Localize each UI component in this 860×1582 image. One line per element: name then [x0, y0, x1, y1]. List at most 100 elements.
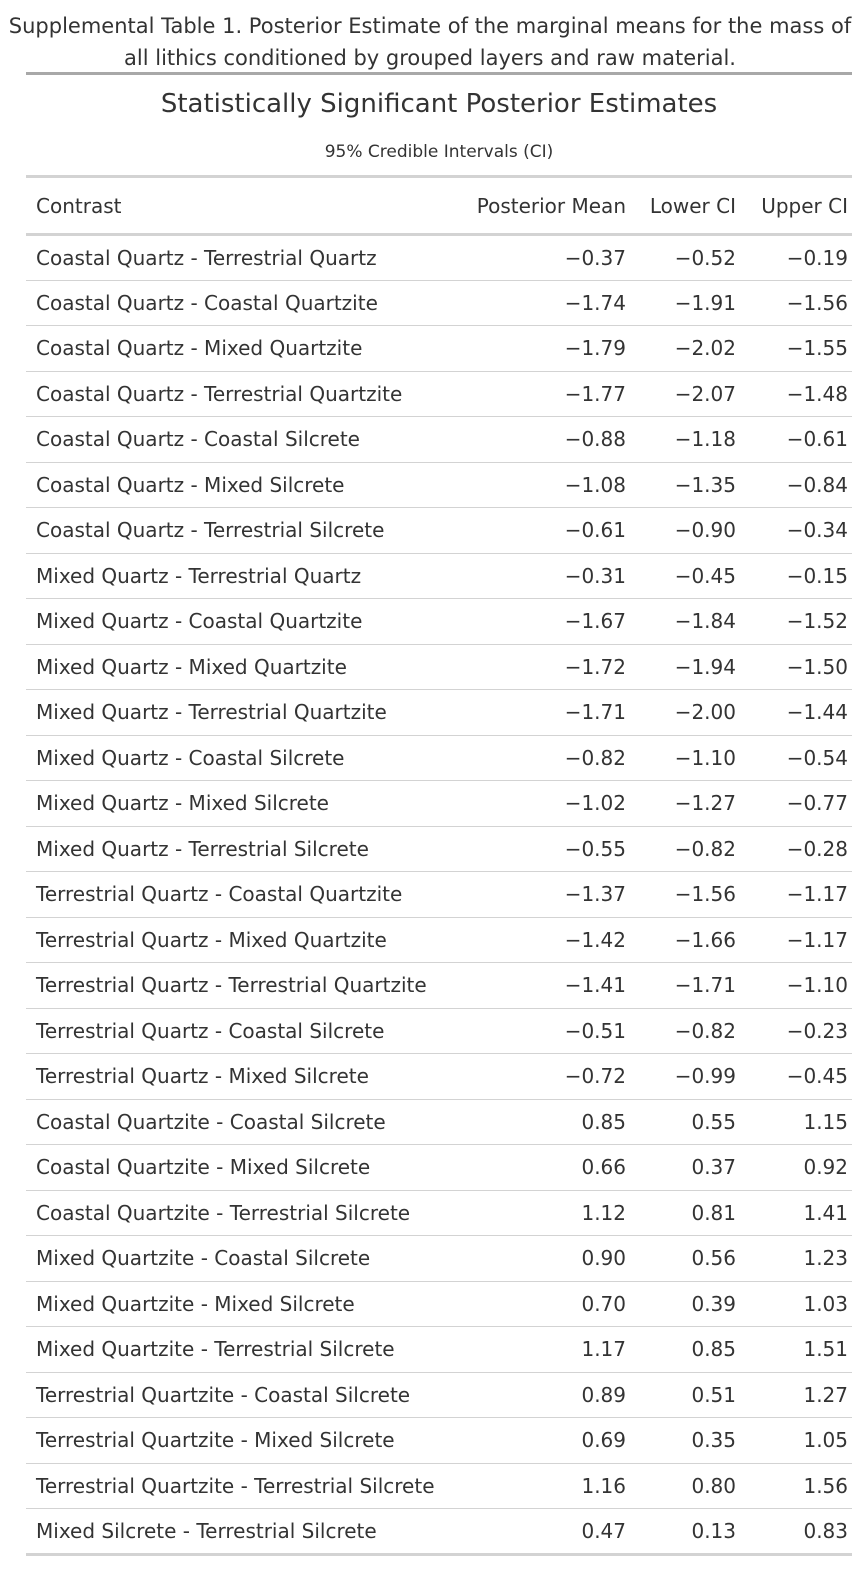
lower-ci-cell: 0.37 [691, 1155, 736, 1180]
upper-ci-cell: −0.23 [786, 1018, 848, 1043]
lower-ci-cell: 0.35 [691, 1428, 736, 1453]
lower-ci-cell: 0.85 [691, 1337, 736, 1362]
table-row: Coastal Quartz - Coastal Silcrete −0.88 −1… [26, 417, 852, 462]
contrast-cell: Coastal Quartz - Mixed Silcrete [36, 472, 345, 497]
upper-ci-cell: 1.03 [803, 1291, 848, 1316]
posterior-mean-cell: 0.69 [581, 1428, 626, 1453]
posterior-mean-cell: −1.67 [564, 609, 626, 634]
caption-divider [26, 72, 852, 75]
lower-ci-cell: −0.99 [674, 1064, 736, 1089]
table-row: Mixed Quartz - Terrestrial Quartz −0.31 −0… [26, 553, 852, 599]
table-title: Statistically Significant Posterior Esti… [160, 89, 718, 119]
upper-ci-cell: −1.52 [786, 609, 848, 634]
table-row: Mixed Quartzite - Coastal Silcrete 0.90 0.… [26, 1236, 852, 1281]
table-row: Terrestrial Quartzite - Mixed Silcrete 0.… [26, 1418, 852, 1463]
table-row: Coastal Quartz - Terrestrial Silcrete −0.… [26, 508, 852, 553]
posterior-mean-cell: 0.47 [581, 1518, 626, 1543]
table-row: Terrestrial Quartz - Terrestrial Quartzi… [26, 963, 852, 1008]
estimates-table: Contrast Posterior Mean Lower CI Upper C… [26, 175, 852, 1556]
contrast-cell: Mixed Quartzite - Terrestrial Silcrete [36, 1337, 395, 1362]
posterior-mean-cell: −0.37 [564, 245, 626, 270]
lower-ci-cell: 0.55 [691, 1109, 736, 1134]
lower-ci-cell: −2.00 [674, 700, 736, 725]
table-row: Mixed Quartz - Coastal Quartzite −1.67 −1.… [26, 599, 852, 644]
posterior-mean-cell: −0.51 [564, 1018, 626, 1043]
column-header-posterior-mean: Posterior Mean [476, 193, 626, 218]
contrast-cell: Terrestrial Quartz - Mixed Quartzite [36, 927, 387, 952]
upper-ci-cell: −0.28 [786, 836, 848, 861]
table-row: Coastal Quartz - Coastal Quartzite −1.74 −… [26, 280, 852, 326]
header-row: Contrast Posterior Mean Lower CI Upper C… [26, 176, 852, 235]
posterior-mean-cell: 1.16 [581, 1473, 626, 1498]
table-caption: Supplemental Table 1. Posterior Estimate… [0, 10, 860, 74]
contrast-cell: Mixed Quartz - Mixed Quartzite [36, 654, 347, 679]
contrast-cell: Coastal Quartz - Coastal Quartzite [36, 290, 378, 315]
upper-ci-cell: −1.44 [786, 700, 848, 725]
posterior-mean-cell: −1.72 [564, 654, 626, 679]
upper-ci-cell: −0.34 [786, 518, 848, 543]
table-row: Mixed Quartz - Mixed Quartzite −1.72 −1.94… [26, 644, 852, 690]
table-row: Terrestrial Quartz - Mixed Quartzite −1.4… [26, 917, 852, 963]
posterior-mean-cell: −1.74 [564, 290, 626, 315]
contrast-cell: Mixed Quartzite - Coastal Silcrete [36, 1246, 371, 1271]
table-row: Terrestrial Quartz - Coastal Quartzite −1… [26, 872, 852, 917]
upper-ci-cell: 0.83 [803, 1518, 848, 1543]
table-row: Coastal Quartz - Mixed Silcrete −1.08 −1.3… [26, 462, 852, 508]
posterior-mean-cell: −0.88 [564, 427, 626, 452]
lower-ci-cell: −0.90 [674, 518, 736, 543]
contrast-cell: Mixed Quartz - Coastal Quartzite [36, 609, 363, 634]
posterior-mean-cell: −1.08 [564, 472, 626, 497]
table-row: Coastal Quartzite - Coastal Silcrete 0.85… [26, 1099, 852, 1145]
contrast-cell: Mixed Silcrete - Terrestrial Silcrete [36, 1518, 377, 1543]
upper-ci-cell: 1.23 [803, 1246, 848, 1271]
lower-ci-cell: −0.82 [674, 1018, 736, 1043]
lower-ci-cell: 0.39 [691, 1291, 736, 1316]
upper-ci-cell: −1.17 [786, 882, 848, 907]
lower-ci-cell: −2.07 [674, 381, 736, 406]
table-row: Coastal Quartz - Terrestrial Quartz −0.37… [26, 235, 852, 280]
posterior-mean-cell: −1.42 [564, 927, 626, 952]
caption-line-1: Supplemental Table 1. Posterior Estimate… [8, 14, 852, 38]
contrast-cell: Mixed Quartz - Mixed Silcrete [36, 791, 329, 816]
contrast-cell: Terrestrial Quartzite - Terrestrial Silc… [36, 1473, 435, 1498]
upper-ci-cell: −1.50 [786, 654, 848, 679]
table-row: Mixed Quartzite - Mixed Silcrete 0.70 0.39… [26, 1281, 852, 1327]
posterior-mean-cell: −0.55 [564, 836, 626, 861]
contrast-cell: Coastal Quartzite - Coastal Silcrete [36, 1109, 386, 1134]
upper-ci-cell: −0.15 [786, 563, 848, 588]
lower-ci-cell: −1.71 [674, 973, 736, 998]
posterior-mean-cell: 0.90 [581, 1246, 626, 1271]
posterior-mean-cell: 0.70 [581, 1291, 626, 1316]
upper-ci-cell: −1.56 [786, 290, 848, 315]
posterior-mean-cell: −1.02 [564, 791, 626, 816]
posterior-mean-cell: −1.71 [564, 700, 626, 725]
lower-ci-cell: −1.10 [674, 745, 736, 770]
upper-ci-cell: −0.84 [786, 472, 848, 497]
column-header-upper-ci: Upper CI [761, 193, 848, 218]
upper-ci-cell: −1.48 [786, 381, 848, 406]
posterior-mean-cell: 1.12 [581, 1200, 626, 1225]
upper-ci-cell: 1.05 [803, 1428, 848, 1453]
contrast-cell: Terrestrial Quartzite - Coastal Silcrete [36, 1382, 411, 1407]
upper-ci-cell: −0.45 [786, 1064, 848, 1089]
upper-ci-cell: 1.41 [803, 1200, 848, 1225]
table-row: Terrestrial Quartzite - Coastal Silcrete… [26, 1372, 852, 1418]
lower-ci-cell: −1.94 [674, 654, 736, 679]
upper-ci-cell: −0.61 [786, 427, 848, 452]
table-row: Mixed Quartz - Terrestrial Silcrete −0.55… [26, 826, 852, 872]
table-row: Terrestrial Quartz - Mixed Silcrete −0.72… [26, 1054, 852, 1099]
contrast-cell: Mixed Quartz - Coastal Silcrete [36, 745, 345, 770]
contrast-cell: Coastal Quartz - Terrestrial Quartzite [36, 381, 403, 406]
column-header-lower-ci: Lower CI [649, 193, 736, 218]
posterior-mean-cell: −0.72 [564, 1064, 626, 1089]
posterior-mean-cell: −1.77 [564, 381, 626, 406]
upper-ci-cell: 1.51 [803, 1337, 848, 1362]
posterior-mean-cell: −1.37 [564, 882, 626, 907]
contrast-cell: Mixed Quartz - Terrestrial Quartz [36, 563, 362, 588]
table-subtitle: 95% Credible Intervals (CI) [324, 142, 554, 162]
contrast-cell: Mixed Quartzite - Mixed Silcrete [36, 1291, 355, 1316]
lower-ci-cell: 0.81 [691, 1200, 736, 1225]
lower-ci-cell: −1.91 [674, 290, 736, 315]
upper-ci-cell: 1.15 [803, 1109, 848, 1134]
contrast-cell: Terrestrial Quartz - Terrestrial Quartzi… [36, 973, 427, 998]
